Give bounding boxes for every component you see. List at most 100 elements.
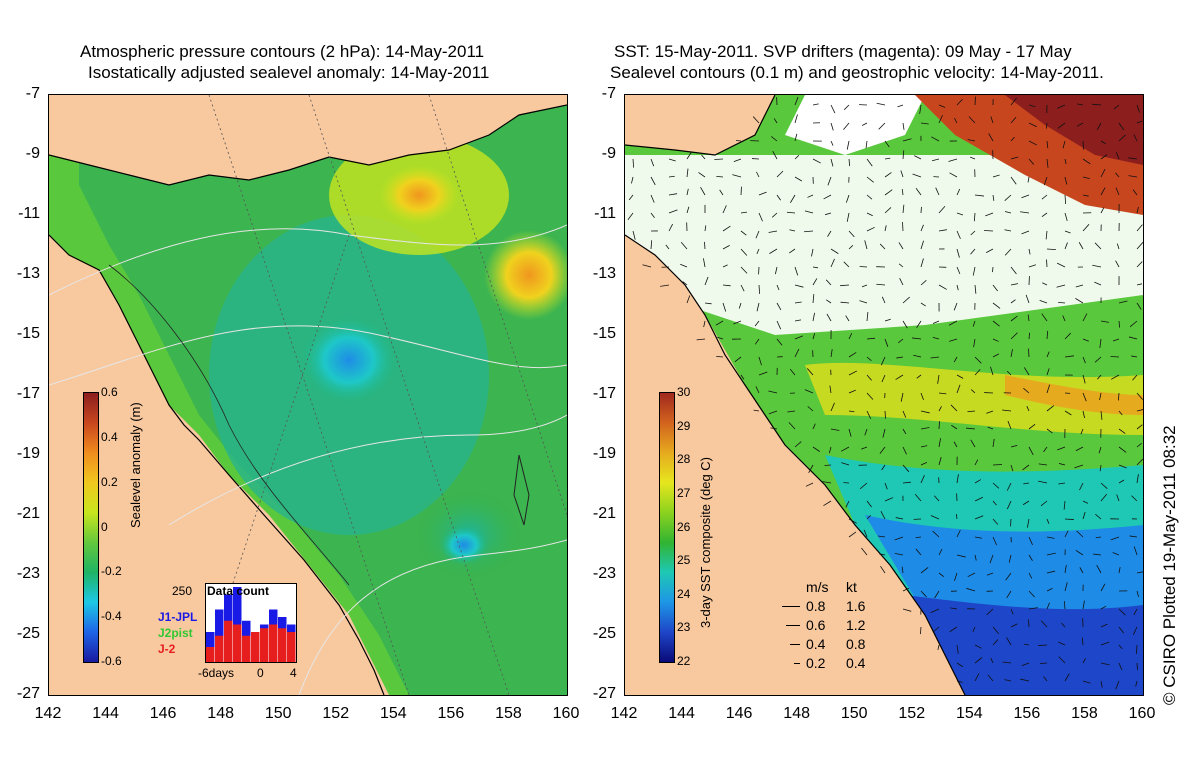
right-x-tick: 152: [898, 705, 926, 722]
inset-legend-j2: J-2: [158, 642, 176, 656]
right-x-tick: 156: [1013, 705, 1041, 722]
right-x-tick: 158: [1071, 705, 1098, 722]
inset-xlabel-start: -6days: [198, 666, 235, 680]
velocity-legend-arrow: [794, 663, 800, 664]
right-colorbar-tick: 22: [677, 654, 691, 668]
left-colorbar-tick: -0.2: [101, 564, 122, 579]
right-colorbar-tick: 26: [677, 519, 691, 534]
inset-bar-j2: [242, 635, 251, 662]
inset-bar-j2: [269, 624, 278, 662]
left-colorbar-tick: 0.4: [101, 429, 118, 444]
left-x-tick: 154: [379, 705, 407, 722]
left-y-tick: -7: [25, 85, 40, 102]
velocity-legend-kt: 1.6: [846, 598, 866, 614]
data-count-inset: [205, 583, 297, 663]
right-colorbar-tick: 28: [677, 452, 691, 467]
right-x-tick: 154: [955, 705, 983, 722]
left-y-tick: -15: [16, 325, 40, 342]
inset-bar-j2: [224, 620, 233, 662]
inset-bar-j2: [278, 628, 287, 662]
velocity-legend-ms: 0.8: [806, 598, 826, 614]
inset-xlabel-end: 4: [290, 666, 297, 680]
left-x-tick: 150: [264, 705, 292, 722]
inset-bar-j2: [287, 632, 296, 662]
left-x-tick: 142: [34, 705, 62, 722]
inset-legend-j1: J1-JPL: [158, 610, 198, 624]
right-y-tick: -17: [592, 385, 616, 402]
inset-legend-j2pist: J2pist: [158, 626, 193, 640]
left-x-tick: 144: [92, 705, 119, 722]
left-y-tick: -11: [18, 205, 40, 222]
right-colorbar: [659, 392, 675, 663]
inset-bar-j2: [215, 635, 224, 662]
inset-xlabel-zero: 0: [257, 666, 264, 680]
inset-bar-j2: [260, 628, 269, 662]
left-y-tick: -19: [16, 445, 40, 462]
left-colorbar-tick: 0: [101, 519, 108, 534]
left-map-graphic: [49, 95, 567, 695]
left-y-tick: -9: [25, 145, 40, 162]
right-sst-map: [624, 94, 1144, 696]
left-x-tick: 146: [149, 705, 177, 722]
velocity-legend-arrow: [786, 625, 800, 626]
left-colorbar-tick: -0.4: [101, 609, 122, 624]
left-sealevel-map: [48, 94, 568, 696]
right-colorbar-tick: 23: [677, 620, 691, 635]
left-y-tick: -21: [16, 505, 40, 522]
left-colorbar-tick: -0.6: [101, 654, 122, 668]
right-y-tick: -7: [601, 85, 616, 102]
inset-title: Data count: [207, 584, 270, 598]
left-x-tick: 158: [495, 705, 522, 722]
velocity-legend-kt: 0.8: [846, 636, 866, 652]
data-count-histogram: [206, 587, 296, 662]
left-colorbar: [83, 392, 99, 663]
right-x-tick: 144: [668, 705, 695, 722]
velocity-legend-arrow: [790, 644, 800, 645]
right-colorbar-tick: 25: [677, 553, 691, 568]
velocity-legend-arrow: [782, 606, 800, 607]
left-y-tick: -17: [16, 385, 40, 402]
right-colorbar-tick: 29: [677, 418, 691, 433]
right-y-tick: -21: [592, 505, 616, 522]
right-x-tick: 148: [783, 705, 810, 722]
left-colorbar-tick: 0.6: [101, 385, 118, 399]
inset-bar-j2: [233, 624, 242, 662]
right-colorbar-tick: 24: [677, 586, 691, 601]
left-x-tick: 160: [552, 705, 580, 722]
copyright-credit: © CSIRO Plotted 19-May-2011 08:32: [1160, 425, 1179, 705]
right-colorbar-tick: 30: [677, 385, 691, 399]
inset-bar-j2: [206, 647, 215, 662]
right-y-tick: -11: [594, 205, 616, 222]
velocity-legend-header-ms: m/s: [806, 579, 829, 595]
right-x-tick: 160: [1128, 705, 1156, 722]
left-x-tick: 148: [207, 705, 234, 722]
right-title-line2: Sealevel contours (0.1 m) and geostrophi…: [610, 63, 1104, 82]
left-y-tick: -27: [16, 685, 40, 702]
right-y-tick: -19: [592, 445, 616, 462]
right-colorbar-gradient: [660, 393, 674, 662]
velocity-legend-ms: 0.2: [806, 655, 826, 671]
right-x-tick: 142: [610, 705, 638, 722]
right-colorbar-label: 3-day SST composite (deg C): [698, 457, 713, 628]
left-colorbar-label: Sealevel anomaly (m): [128, 402, 143, 528]
left-colorbar-gradient: [84, 393, 98, 662]
left-title-line2: Isostatically adjusted sealevel anomaly:…: [88, 63, 490, 82]
velocity-legend-kt: 1.2: [846, 617, 866, 633]
left-y-tick: -25: [16, 625, 40, 642]
right-y-tick: -25: [592, 625, 616, 642]
inset-bar-j2: [251, 632, 260, 662]
velocity-legend-kt: 0.4: [846, 655, 866, 671]
right-colorbar-tick: 27: [677, 485, 691, 500]
left-y-tick: -13: [16, 265, 40, 282]
right-x-tick: 146: [725, 705, 753, 722]
velocity-legend-ms: 0.6: [806, 617, 826, 633]
inset-ymax: 250: [172, 584, 193, 598]
right-y-tick: -27: [592, 685, 616, 702]
left-title-line1: Atmospheric pressure contours (2 hPa): 1…: [80, 42, 485, 61]
velocity-legend-ms: 0.4: [806, 636, 826, 652]
right-y-tick: -15: [592, 325, 616, 342]
velocity-legend-header-kt: kt: [846, 579, 857, 595]
left-x-tick: 152: [322, 705, 350, 722]
right-y-tick: -9: [601, 145, 616, 162]
right-y-tick: -23: [592, 565, 616, 582]
